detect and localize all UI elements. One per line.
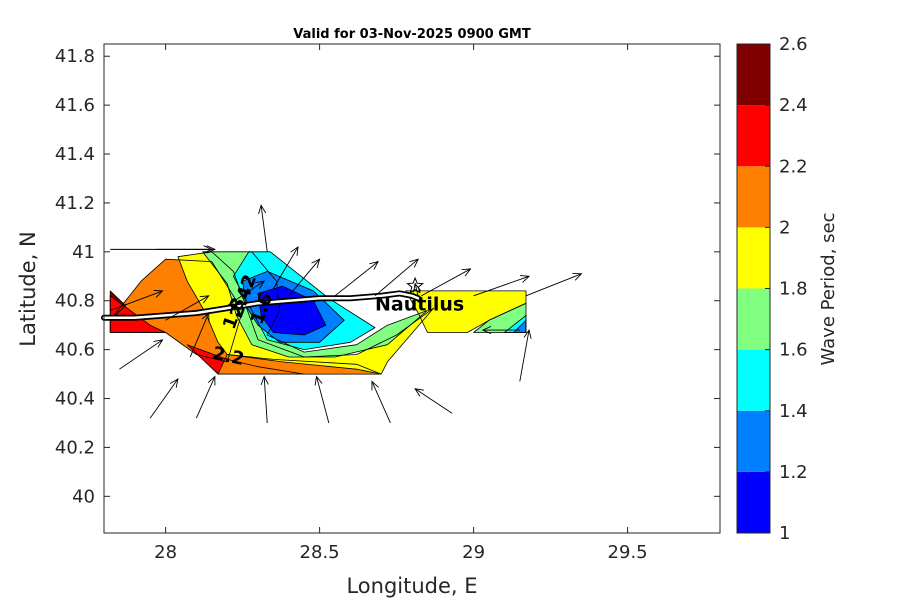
y-axis-label: Latitude, N: [16, 231, 40, 347]
y-tick-label-5: 41: [72, 242, 95, 263]
vector-arrow-23: [481, 325, 520, 335]
colorbar-band-6: [737, 105, 770, 167]
vector-arrow-21: [414, 388, 453, 414]
colorbar-band-5: [737, 166, 770, 228]
y-tick-label-7: 41.4: [55, 144, 95, 165]
vector-arrow-7: [288, 258, 321, 297]
colorbar-tick-label-1: 1.2: [779, 462, 808, 483]
x-axis-ticks: 28 28.5 29 29.5: [154, 44, 648, 563]
colorbar-band-7: [737, 44, 770, 106]
x-tick-label-0: 28: [154, 542, 177, 563]
vector-arrow-17: [195, 375, 216, 419]
contour-line-13: [257, 285, 327, 336]
y-tick-label-8: 41.6: [55, 95, 95, 116]
contour-line-12: [513, 319, 527, 333]
contour-region-8: [473, 303, 526, 333]
vector-arrow-8: [334, 260, 379, 297]
vector-arrow-6: [258, 204, 268, 252]
y-tick-label-4: 40.8: [55, 291, 95, 312]
contour-line-6: [405, 290, 527, 333]
vector-arrow-10: [421, 268, 472, 297]
vector-arrow-19: [314, 375, 330, 424]
colorbar-tick-label-6: 2.2: [779, 156, 808, 177]
vector-arrow-18: [260, 375, 269, 424]
coastline-layer: [101, 290, 422, 321]
x-tick-label-2: 29: [462, 542, 485, 563]
colorbar-tick-label-0: 1: [779, 523, 790, 544]
contour-region-13: [258, 286, 326, 335]
chart-title: Valid for 03-Nov-2025 0900 GMT: [293, 27, 531, 42]
vector-arrow-2: [110, 289, 164, 311]
y-tick-label-1: 40.2: [55, 437, 95, 458]
vector-arrow-16: [189, 311, 210, 358]
colorbar-tick-label-8: 2.6: [779, 34, 808, 55]
colorbar-band-2: [737, 349, 770, 411]
vector-arrow-12: [525, 273, 583, 297]
colorbar-tick-label-4: 1.8: [779, 279, 808, 300]
contour-region-6: [405, 290, 526, 333]
x-tick-label-1: 28.5: [300, 542, 340, 563]
contour-line-11: [242, 270, 345, 343]
colorbar-tick-label-2: 1.4: [779, 401, 808, 422]
vector-arrow-22: [519, 328, 532, 382]
vector-arrow-11: [473, 275, 531, 297]
colorbar-tick-label-5: 2: [779, 217, 790, 238]
contour-line-7: [202, 251, 428, 358]
contour-line-4: [217, 354, 382, 375]
contour-line-layer: [109, 251, 527, 375]
site-label-nautilus: Nautilus: [375, 294, 464, 316]
contour-region-2: [110, 295, 166, 333]
x-tick-label-3: 29.5: [608, 542, 648, 563]
vector-arrow-4: [226, 280, 266, 306]
colorbar-band-0: [737, 471, 770, 533]
y-tick-label-9: 41.8: [55, 46, 95, 67]
y-tick-label-0: 40: [72, 486, 95, 507]
site-marker-layer: Nautilus: [375, 276, 464, 316]
colorbar-tick-label-3: 1.6: [779, 340, 808, 361]
colorbar-band-3: [737, 288, 770, 350]
vector-arrow-15: [149, 378, 179, 419]
vector-arrow-9: [374, 258, 420, 297]
y-axis-ticks: 40 40.2 40.4 40.6 40.8 41 41.2 41.4 41.6 41.8: [55, 46, 720, 507]
vector-arrow-5: [273, 245, 299, 289]
x-axis-label: Longitude, E: [346, 574, 477, 598]
contour-region-5: [177, 251, 434, 375]
colorbar-label: Wave Period, sec: [818, 212, 839, 365]
y-tick-label-2: 40.4: [55, 389, 95, 410]
y-tick-label-3: 40.6: [55, 340, 95, 361]
colorbar-band-1: [737, 410, 770, 472]
vector-arrow-14: [119, 339, 164, 370]
y-tick-label-6: 41.2: [55, 193, 95, 214]
site-star-marker: [406, 276, 424, 294]
contour-region-4: [218, 354, 382, 375]
axes-frame: [103, 43, 721, 534]
vector-arrow-20: [371, 380, 391, 424]
wave-direction-vectors: [110, 204, 583, 424]
colorbar-tick-label-7: 2.4: [779, 95, 808, 116]
coastline: [102, 292, 420, 320]
colorbar-band-4: [737, 227, 770, 289]
colorbar: 1 1.2 1.4 1.6 1.8 2 2.2 2.4 2.6: [736, 34, 808, 544]
contour-line-9: [232, 251, 376, 351]
contour-line-3: [186, 344, 305, 375]
contour-region-3: [187, 344, 305, 375]
vector-arrow-3: [165, 295, 210, 321]
contour-line-5: [177, 251, 435, 375]
vector-arrow-1: [156, 245, 216, 254]
